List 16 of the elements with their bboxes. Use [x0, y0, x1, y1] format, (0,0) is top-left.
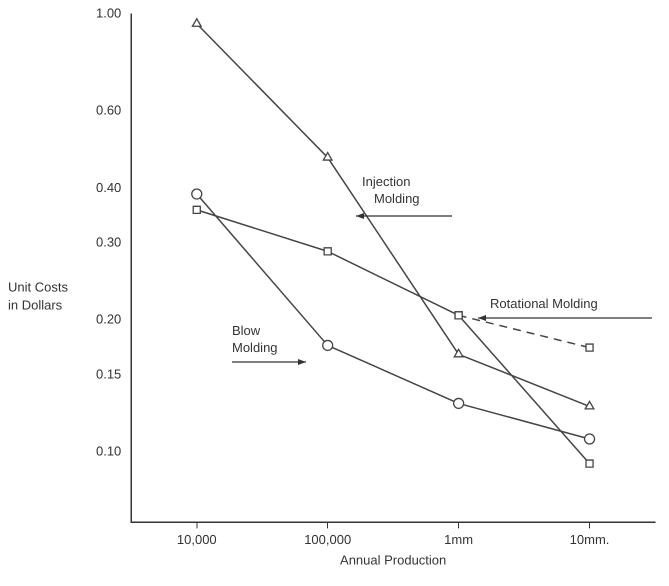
y-tick-label: 1.00 [96, 6, 122, 21]
x-tick-label: 100,000 [304, 532, 352, 547]
x-tick-label: 10,000 [176, 532, 217, 547]
y-tick-label: 0.10 [96, 443, 122, 458]
y-tick-label: 0.30 [96, 234, 122, 250]
y-tick-label: 0.15 [96, 366, 122, 382]
y-axis-title: Unit Costs in Dollars [8, 280, 68, 313]
y-tick-label: 0.20 [96, 312, 122, 327]
text: Rotational Molding [490, 296, 598, 312]
x-tick-label: 10mm. [570, 532, 610, 547]
y-tick-label: 0.60 [96, 102, 122, 118]
x-axis-title: Annual Production [340, 552, 446, 568]
y-tick-label: 0.40 [96, 180, 122, 195]
series-label: Injection Molding [362, 174, 420, 206]
series-label: Blow Molding [232, 323, 278, 356]
x-tick-label: 1mm [444, 532, 474, 547]
